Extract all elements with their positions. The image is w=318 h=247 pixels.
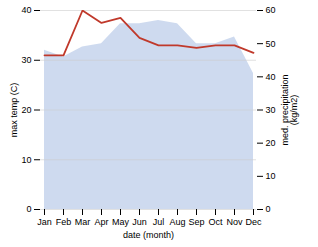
- svg-text:Sep: Sep: [188, 217, 204, 227]
- svg-text:0: 0: [26, 204, 31, 214]
- svg-text:May: May: [112, 217, 130, 227]
- svg-text:0: 0: [266, 204, 271, 214]
- svg-text:60: 60: [266, 5, 276, 15]
- svg-text:Jan: Jan: [37, 217, 52, 227]
- svg-text:Mar: Mar: [75, 217, 91, 227]
- svg-text:Jul: Jul: [153, 217, 165, 227]
- svg-text:Nov: Nov: [226, 217, 243, 227]
- svg-text:date (month): date (month): [123, 230, 174, 240]
- svg-text:Jun: Jun: [132, 217, 147, 227]
- svg-text:20: 20: [266, 138, 276, 148]
- svg-text:Apr: Apr: [94, 217, 108, 227]
- svg-text:50: 50: [266, 39, 276, 49]
- svg-text:40: 40: [21, 5, 31, 15]
- svg-text:30: 30: [21, 55, 31, 65]
- svg-text:10: 10: [266, 171, 276, 181]
- svg-text:40: 40: [266, 72, 276, 82]
- svg-text:Dec: Dec: [245, 217, 262, 227]
- svg-text:max temp (C): max temp (C): [9, 83, 19, 138]
- svg-text:Aug: Aug: [169, 217, 185, 227]
- svg-text:Feb: Feb: [56, 217, 72, 227]
- svg-text:med. precipitation(kg/m2): med. precipitation(kg/m2): [280, 74, 299, 145]
- svg-text:10: 10: [21, 155, 31, 165]
- svg-text:Oct: Oct: [208, 217, 223, 227]
- svg-text:30: 30: [266, 105, 276, 115]
- svg-text:20: 20: [21, 105, 31, 115]
